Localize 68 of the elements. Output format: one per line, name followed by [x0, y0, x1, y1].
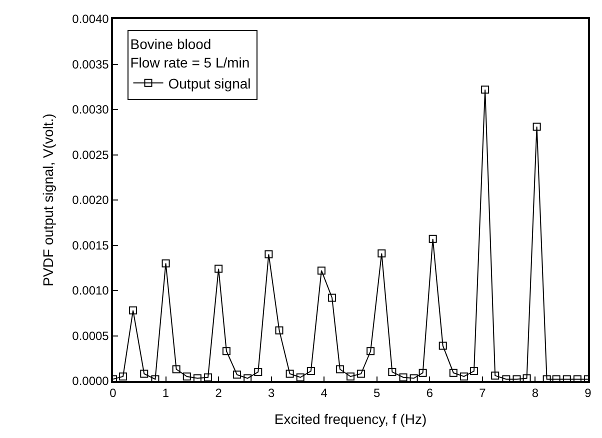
point — [140, 370, 148, 378]
point — [182, 372, 191, 380]
y-tick-label: 0.0005 — [72, 328, 110, 343]
point — [204, 373, 212, 381]
y-tick-label: 0.0035 — [72, 57, 110, 72]
point — [286, 370, 294, 378]
point — [428, 234, 437, 243]
point — [366, 347, 375, 356]
point — [244, 374, 252, 381]
point — [491, 372, 500, 380]
y-tick-label: 0.0010 — [72, 284, 110, 298]
point — [172, 365, 180, 374]
y-tick-label: 0.0020 — [72, 193, 110, 208]
legend-label: Output signal — [168, 75, 251, 92]
y-tick-label: 0.0030 — [72, 102, 110, 117]
y-tick-label: 0.0025 — [72, 148, 110, 162]
x-tick-label: 9 — [584, 386, 592, 400]
point — [162, 259, 170, 268]
point — [193, 374, 202, 381]
point — [460, 372, 468, 380]
point — [328, 294, 336, 302]
point — [470, 367, 478, 376]
point — [532, 122, 541, 131]
legend-title: Bovine blood Flow rate = 5 L/min — [130, 36, 250, 70]
point — [399, 373, 408, 381]
point — [129, 306, 138, 314]
point — [522, 374, 531, 381]
x-axis-title: Excited frequency, f (Hz) — [274, 410, 427, 427]
point — [388, 368, 396, 376]
point — [552, 375, 560, 381]
point — [254, 368, 262, 376]
point — [562, 375, 571, 381]
point — [573, 375, 582, 381]
point — [119, 372, 128, 380]
x-tick-label: 5 — [374, 386, 381, 400]
point — [275, 326, 284, 334]
x-tick-label: 7 — [479, 386, 486, 400]
y-axis-title: PVDF output signal, V(volt.) — [40, 114, 56, 286]
point — [306, 367, 315, 376]
x-tick-label: 6 — [426, 386, 434, 400]
point — [418, 368, 427, 377]
point — [449, 368, 458, 377]
point — [378, 249, 386, 258]
point — [214, 264, 223, 273]
point — [222, 347, 230, 356]
point — [264, 250, 273, 258]
point — [357, 370, 366, 378]
point — [502, 375, 510, 381]
x-tick-label: 0 — [110, 386, 117, 400]
point — [512, 375, 521, 381]
x-tick-label: 4 — [320, 386, 328, 400]
x-tick-label: 1 — [162, 386, 170, 400]
point — [336, 365, 344, 374]
point — [542, 375, 551, 381]
point — [410, 374, 418, 381]
y-tick-label: 0.0000 — [72, 374, 110, 388]
point — [481, 86, 490, 94]
point — [233, 370, 242, 379]
x-tick-label: 3 — [268, 386, 275, 400]
point — [151, 375, 160, 381]
y-tick-label: 0.0040 — [72, 12, 110, 26]
point — [296, 373, 304, 381]
point — [346, 372, 354, 380]
x-tick-label: 2 — [215, 386, 222, 400]
point — [438, 342, 447, 350]
y-tick-label: 0.0015 — [72, 238, 110, 252]
x-tick-label: 8 — [532, 386, 539, 400]
point — [317, 266, 326, 275]
